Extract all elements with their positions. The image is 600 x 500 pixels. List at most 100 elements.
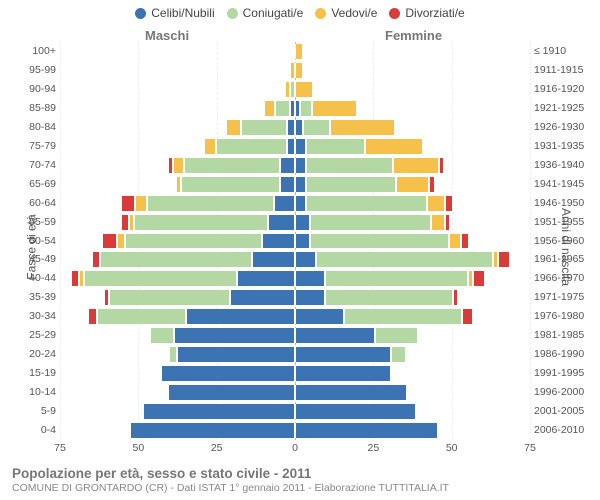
bar-segment [264,101,275,116]
bar-segment [274,196,295,211]
bar-segment [295,82,313,97]
bar-male [285,82,295,97]
bar-segment [300,101,311,116]
pyramid-row: 50-541956-1960 [60,232,530,251]
bar-segment [184,158,280,173]
bar-female [295,366,391,381]
pyramid-row: 75-791931-1935 [60,137,530,156]
bar-female [295,328,418,343]
bar-segment [295,63,303,78]
birth-year-label: 2001-2005 [534,402,596,421]
bar-segment [295,252,316,267]
age-label: 5-9 [6,402,56,421]
bar-segment [295,271,325,286]
bar-segment [280,158,295,173]
pyramid-row: 35-391971-1975 [60,288,530,307]
age-label: 35-39 [6,288,56,307]
pyramid-row: 40-441966-1970 [60,269,530,288]
bar-segment [204,139,215,154]
birth-year-label: 1991-1995 [534,364,596,383]
bar-segment [431,215,446,230]
bar-segment [445,196,453,211]
x-tick-label: 0 [292,442,298,454]
x-tick-label: 25 [211,442,223,454]
bar-segment [287,139,295,154]
birth-year-label: 1961-1965 [534,250,596,269]
bar-segment [121,215,129,230]
age-label: 70-74 [6,156,56,175]
pyramid-row: 10-141996-2000 [60,383,530,402]
age-label: 95-99 [6,61,56,80]
bar-female [295,404,416,419]
bar-segment [473,271,484,286]
birth-year-label: 1946-1950 [534,194,596,213]
bar-female [295,423,438,438]
bar-segment [461,234,469,249]
bar-male [104,290,295,305]
x-tick-label: 25 [367,442,379,454]
birth-year-label: 1986-1990 [534,345,596,364]
pyramid-row: 55-591951-1955 [60,213,530,232]
age-label: 80-84 [6,118,56,137]
chart-footer: Popolazione per età, sesso e stato civil… [12,466,588,494]
bar-segment [237,271,295,286]
bar-segment [252,252,295,267]
bar-segment [295,423,438,438]
legend-item-single: Celibi/Nubili [135,6,214,20]
birth-year-label: 1916-1920 [534,80,596,99]
bar-segment [316,252,493,267]
legend-swatch-widowed [315,8,326,19]
pyramid-row: 0-42006-2010 [60,421,530,440]
bar-segment [396,177,429,192]
bar-segment [295,385,407,400]
pyramid-row: 20-241986-1990 [60,345,530,364]
bar-segment [325,271,468,286]
bar-segment [125,234,262,249]
bar-female [295,196,453,211]
chart-title: Popolazione per età, sesso e stato civil… [12,466,588,481]
bar-segment [130,423,295,438]
bar-segment [168,385,295,400]
bar-segment [306,158,393,173]
birth-year-label: 1941-1945 [534,175,596,194]
bar-female [295,101,357,116]
bar-segment [169,347,177,362]
bar-segment [295,347,391,362]
x-axis: 7550250255075 [60,442,530,456]
bar-segment [375,328,418,343]
birth-year-label: 1996-2000 [534,383,596,402]
bar-segment [295,44,303,59]
birth-year-label: 1976-1980 [534,307,596,326]
bar-male [88,309,295,324]
legend-item-widowed: Vedovi/e [315,6,377,20]
bar-segment [174,328,295,343]
pyramid-row: 5-92001-2005 [60,402,530,421]
bar-segment [268,215,295,230]
age-label: 60-64 [6,194,56,213]
pyramid-row: 80-841926-1930 [60,118,530,137]
bar-segment [177,347,295,362]
age-label: 15-19 [6,364,56,383]
birth-year-label: 1936-1940 [534,156,596,175]
birth-year-label: 1951-1955 [534,213,596,232]
bar-segment [427,196,445,211]
bar-segment [498,252,509,267]
bar-segment [295,120,303,135]
bar-female [295,252,510,267]
group-label-male: Maschi [145,28,189,43]
bar-male [130,423,295,438]
birth-year-label: 1971-1975 [534,288,596,307]
bar-male [143,404,295,419]
bar-male [121,196,295,211]
bar-male [169,347,295,362]
birth-year-label: 1931-1935 [534,137,596,156]
age-label: 40-44 [6,269,56,288]
bar-male [168,385,295,400]
bar-segment [275,101,290,116]
bar-segment [306,177,396,192]
bar-female [295,347,406,362]
pyramid-row: 85-891921-1925 [60,99,530,118]
bar-segment [117,234,125,249]
age-label: 90-94 [6,80,56,99]
age-label: 20-24 [6,345,56,364]
